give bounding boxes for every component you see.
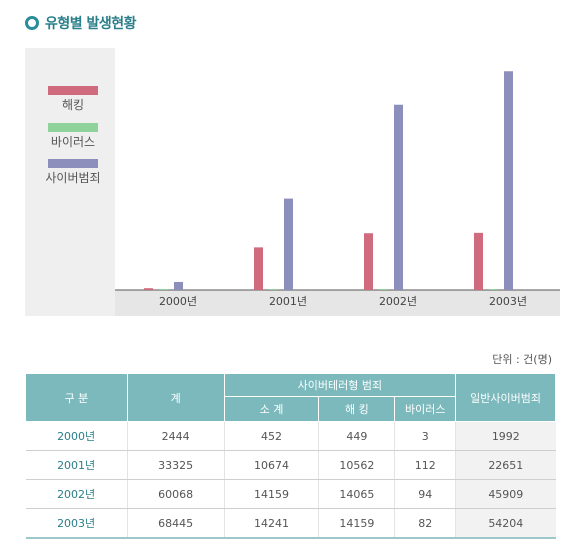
- table-row: 2003년 68445 14241 14159 82 54204: [25, 508, 556, 539]
- row-year: 2000년: [25, 421, 128, 451]
- row-general: 22651: [455, 450, 556, 480]
- bar-사이버범죄-2000년: [174, 281, 183, 290]
- row-hacking: 10562: [318, 450, 395, 480]
- legend-item-cybercrime: 사이버범죄: [31, 159, 115, 186]
- table-row: 2002년 60068 14159 14065 94 45909: [25, 479, 556, 509]
- header-general: 일반사이버범죄: [455, 373, 556, 422]
- row-total: 33325: [126, 450, 225, 480]
- bar-사이버범죄-2001년: [284, 198, 293, 290]
- x-axis-band: [115, 290, 560, 316]
- row-hacking: 14065: [318, 479, 395, 509]
- header-virus: 바이러스: [394, 396, 457, 422]
- bar-사이버범죄-2003년: [504, 71, 513, 290]
- legend-item-virus: 바이러스: [31, 123, 115, 150]
- row-subtotal: 10674: [223, 450, 319, 480]
- section-title: 유형별 발생현황: [45, 16, 137, 32]
- row-general: 45909: [455, 479, 556, 509]
- row-virus: 82: [394, 508, 456, 539]
- header-cyberterror: 사이버테러형 범죄: [223, 373, 457, 397]
- header-subtotal: 소 계: [223, 396, 320, 422]
- legend-swatch-hacking: [48, 86, 98, 95]
- legend-item-hacking: 해킹: [31, 86, 115, 113]
- row-virus: 112: [394, 450, 456, 480]
- x-tick-label: 2003년: [489, 295, 527, 308]
- x-tick-label: 2000년: [159, 295, 197, 308]
- unit-label: 단위 : 건(명): [492, 353, 552, 366]
- table-row: 2000년 2444 452 449 3 1992: [25, 421, 556, 451]
- bar-해킹-2003년: [474, 232, 483, 290]
- chart-legend: 해킹 바이러스 사이버범죄: [25, 48, 115, 316]
- row-hacking: 449: [318, 421, 395, 451]
- chart-plot: 2000년 2001년 2002년 2003년: [115, 71, 560, 308]
- table-row: 2001년 33325 10674 10562 112 22651: [25, 450, 556, 480]
- header-category: 구 분: [25, 373, 128, 422]
- row-total: 68445: [126, 508, 225, 539]
- legend-label-hacking: 해킹: [61, 98, 85, 112]
- header-total: 계: [126, 373, 225, 422]
- x-tick-label: 2001년: [269, 295, 307, 308]
- bar-해킹-2000년: [144, 288, 153, 290]
- row-total: 60068: [126, 479, 225, 509]
- bar-바이러스-2000년: [159, 289, 168, 290]
- header-hacking: 해 킹: [318, 396, 396, 422]
- row-total: 2444: [126, 421, 225, 451]
- row-general: 54204: [455, 508, 556, 539]
- row-virus: 94: [394, 479, 456, 509]
- bar-해킹-2001년: [254, 247, 263, 290]
- statistics-table: 구 분 계 사이버테러형 범죄 일반사이버범죄 소 계 해 킹 바이러스 200…: [25, 373, 556, 539]
- row-year: 2002년: [25, 479, 128, 509]
- bar-바이러스-2002년: [379, 289, 388, 290]
- bar-바이러스-2001년: [269, 289, 278, 290]
- row-subtotal: 14159: [223, 479, 319, 509]
- legend-swatch-virus: [48, 123, 98, 132]
- row-virus: 3: [394, 421, 456, 451]
- row-subtotal: 452: [223, 421, 319, 451]
- legend-label-cybercrime: 사이버범죄: [45, 171, 101, 185]
- legend-label-virus: 바이러스: [50, 135, 96, 149]
- bar-바이러스-2003년: [489, 289, 498, 290]
- legend-swatch-cybercrime: [48, 159, 98, 168]
- row-year: 2001년: [25, 450, 128, 480]
- row-subtotal: 14241: [223, 508, 319, 539]
- x-tick-label: 2002년: [379, 295, 417, 308]
- section-title-row: 유형별 발생현황: [25, 12, 137, 34]
- circle-bullet-icon: [25, 16, 39, 30]
- bar-해킹-2002년: [364, 233, 373, 290]
- row-general: 1992: [455, 421, 556, 451]
- bar-사이버범죄-2002년: [394, 104, 403, 290]
- row-year: 2003년: [25, 508, 128, 539]
- row-hacking: 14159: [318, 508, 395, 539]
- bar-chart: 해킹 바이러스 사이버범죄 2000년 2001년 2002년 2003년: [25, 48, 560, 316]
